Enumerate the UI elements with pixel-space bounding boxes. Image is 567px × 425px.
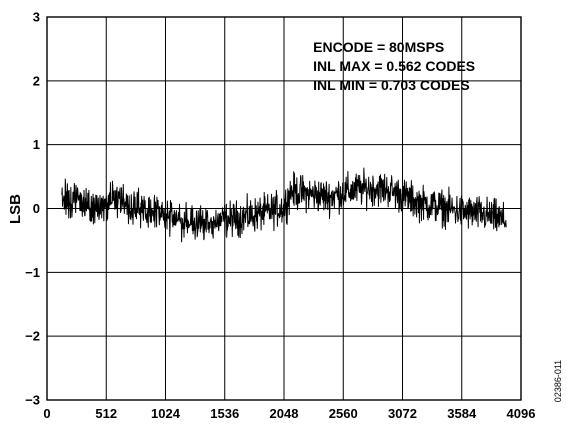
annotation-box: ENCODE = 80MSPS INL MAX = 0.562 CODES INL …: [313, 39, 475, 93]
x-tick-label: 2048: [270, 406, 299, 421]
figure-code: 02386-011: [553, 360, 563, 402]
y-tick-label: −1: [25, 265, 40, 280]
y-tick-label: 1: [33, 137, 40, 152]
y-axis-label: LSB: [7, 194, 24, 224]
x-tick-label: 0: [43, 406, 50, 421]
x-tick-label: 2560: [329, 406, 358, 421]
annotation-line: INL MIN = 0.703 CODES: [313, 77, 470, 93]
plot-frame: [46, 16, 522, 401]
annotation-line: INL MAX = 0.562 CODES: [313, 58, 475, 74]
annotation-line: ENCODE = 80MSPS: [313, 39, 444, 55]
inl-data-series: [61, 167, 507, 243]
x-tick-labels: 0 512 1024 1536 2048 2560 3072 3584 4096: [43, 406, 535, 421]
y-tick-label: 3: [33, 10, 40, 25]
x-tick-label: 3584: [447, 406, 477, 421]
x-tick-label: 3072: [388, 406, 417, 421]
x-tick-label: 1024: [151, 406, 181, 421]
y-tick-label: 2: [33, 73, 40, 88]
y-tick-labels: 3 2 1 0 −1 −2 −3: [25, 10, 40, 408]
y-tick-label: −3: [25, 393, 40, 408]
x-tick-label: 1536: [210, 406, 239, 421]
x-tick-label: 512: [95, 406, 117, 421]
y-tick-label: 0: [33, 201, 40, 216]
x-tick-label: 4096: [507, 406, 536, 421]
y-tick-label: −2: [25, 329, 40, 344]
